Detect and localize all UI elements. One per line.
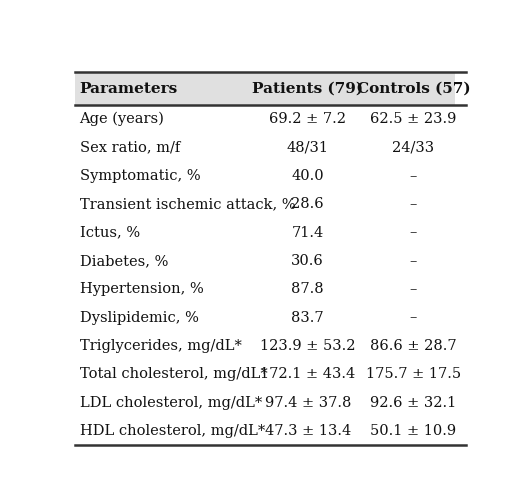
Text: Controls (57): Controls (57) xyxy=(357,82,470,96)
Text: Patients (79): Patients (79) xyxy=(252,82,363,96)
Text: Total cholesterol, mg/dL*: Total cholesterol, mg/dL* xyxy=(80,367,267,381)
Text: –: – xyxy=(410,226,417,239)
Text: Dyslipidemic, %: Dyslipidemic, % xyxy=(80,310,198,325)
Text: Triglycerides, mg/dL*: Triglycerides, mg/dL* xyxy=(80,339,241,353)
Text: Hypertension, %: Hypertension, % xyxy=(80,282,204,296)
Text: 50.1 ± 10.9: 50.1 ± 10.9 xyxy=(370,424,457,438)
Text: 30.6: 30.6 xyxy=(291,254,324,268)
Bar xyxy=(75,72,466,105)
Text: 47.3 ± 13.4: 47.3 ± 13.4 xyxy=(265,424,351,438)
Text: Parameters: Parameters xyxy=(80,82,178,96)
Text: –: – xyxy=(410,169,417,183)
Text: Ictus, %: Ictus, % xyxy=(80,226,140,239)
Text: 172.1 ± 43.4: 172.1 ± 43.4 xyxy=(260,367,356,381)
Text: –: – xyxy=(410,197,417,211)
Text: 28.6: 28.6 xyxy=(291,197,324,211)
Text: –: – xyxy=(410,282,417,296)
Text: 71.4: 71.4 xyxy=(291,226,324,239)
Text: 97.4 ± 37.8: 97.4 ± 37.8 xyxy=(265,396,351,410)
Text: 48/31: 48/31 xyxy=(287,141,329,155)
Text: –: – xyxy=(410,254,417,268)
Text: 86.6 ± 28.7: 86.6 ± 28.7 xyxy=(370,339,457,353)
Text: HDL cholesterol, mg/dL*: HDL cholesterol, mg/dL* xyxy=(80,424,265,438)
Text: 123.9 ± 53.2: 123.9 ± 53.2 xyxy=(260,339,356,353)
Text: 62.5 ± 23.9: 62.5 ± 23.9 xyxy=(370,112,457,127)
Text: 92.6 ± 32.1: 92.6 ± 32.1 xyxy=(370,396,457,410)
Text: 175.7 ± 17.5: 175.7 ± 17.5 xyxy=(366,367,461,381)
Text: 69.2 ± 7.2: 69.2 ± 7.2 xyxy=(269,112,346,127)
Text: Age (years): Age (years) xyxy=(80,112,165,127)
Text: Symptomatic, %: Symptomatic, % xyxy=(80,169,200,183)
Text: –: – xyxy=(410,310,417,325)
Text: Sex ratio, m/f: Sex ratio, m/f xyxy=(80,141,180,155)
Text: Diabetes, %: Diabetes, % xyxy=(80,254,168,268)
Text: 83.7: 83.7 xyxy=(291,310,324,325)
Text: Transient ischemic attack, %: Transient ischemic attack, % xyxy=(80,197,295,211)
Text: 87.8: 87.8 xyxy=(291,282,324,296)
Text: LDL cholesterol, mg/dL*: LDL cholesterol, mg/dL* xyxy=(80,396,262,410)
Text: 24/33: 24/33 xyxy=(392,141,434,155)
Text: 40.0: 40.0 xyxy=(291,169,324,183)
